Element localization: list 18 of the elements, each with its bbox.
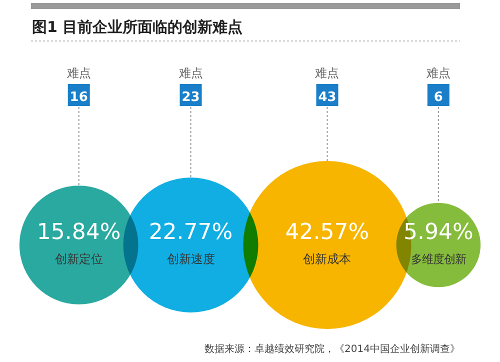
data-label: 15.84% xyxy=(36,220,121,245)
text: 难点 xyxy=(178,66,203,80)
data-label: 6 xyxy=(434,90,443,105)
source-note: 数据来源：卓越绩效研究院，《2014中国企业创新调查》 xyxy=(204,343,460,355)
text: 难点 xyxy=(315,66,340,80)
data-label: 5.94% xyxy=(403,220,474,245)
series-label: 难点 xyxy=(66,66,91,80)
data-label: 43 xyxy=(318,90,336,105)
category-label: 多维度创新 xyxy=(410,252,466,266)
text: 难点 xyxy=(426,66,450,80)
text: 图1 目前企业所面临的创新难点 xyxy=(32,18,243,36)
data-label: 23 xyxy=(182,90,200,105)
data-label: 42.57% xyxy=(285,220,370,245)
category-label: 创新速度 xyxy=(166,252,215,266)
category-label: 创新定位 xyxy=(54,252,103,266)
data-label: 16 xyxy=(70,90,88,105)
category-label: 创新成本 xyxy=(303,252,352,266)
data-label: 22.77% xyxy=(148,220,233,245)
